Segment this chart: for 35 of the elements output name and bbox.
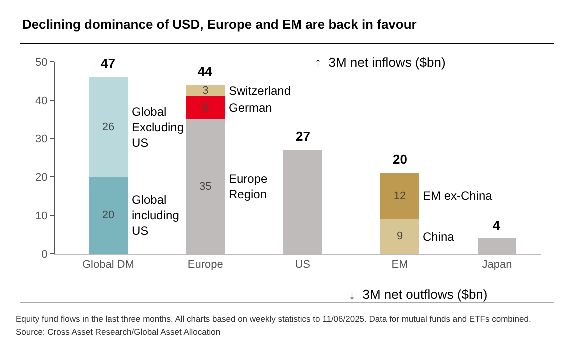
data-label: 6: [202, 102, 209, 114]
data-label: 9: [396, 230, 404, 243]
x-tick-label: US: [295, 259, 310, 272]
series-label: German: [229, 101, 272, 115]
text: Equity fund flows in the last three months. All charts based on weekly statistics to 11/06/2025. Data for mutual funds and ETFs combined.: [16, 314, 532, 324]
data-label: 35: [200, 180, 212, 193]
total-label: 20: [393, 152, 408, 167]
x-tick-label: Japan: [482, 259, 512, 272]
total-label: 4: [493, 218, 501, 233]
chart-title: Declining dominance of USD, Europe and EM are back in favour: [22, 16, 417, 32]
series-label: EM ex-China: [423, 189, 493, 203]
y-tick-label: 20: [36, 172, 48, 184]
y-tick-label: 50: [36, 56, 48, 69]
y-tick-label: 30: [36, 134, 48, 146]
data-label: 26: [102, 121, 115, 134]
series-label: China: [423, 230, 455, 244]
y-tick-label: 10: [36, 210, 48, 222]
y-tick-label: 40: [36, 95, 48, 108]
x-tick-label: EM: [392, 259, 408, 272]
annotation: ↑ 3M net inflows ($bn): [315, 55, 446, 70]
total-label: 27: [296, 129, 310, 144]
text: ↓ 3M net outflows ($bn): [349, 287, 488, 302]
data-label: 20: [102, 210, 115, 222]
data-label: 12: [394, 190, 406, 202]
x-tick-label: Europe: [188, 259, 224, 272]
total-label: 44: [198, 64, 214, 79]
y-tick-label: 0: [42, 248, 48, 261]
series-label: Global including US: [132, 193, 180, 238]
total-label: 47: [101, 56, 116, 71]
series-label: Europe Region: [229, 172, 268, 202]
x-tick-label: Global DM: [82, 259, 134, 272]
series-label: Global Excluding US: [132, 105, 184, 150]
source-note: Source: Cross Asset Research/Global Asset Allocation: [16, 327, 221, 337]
series-label: Switzerland: [229, 84, 292, 98]
data-label: 3: [202, 84, 209, 97]
